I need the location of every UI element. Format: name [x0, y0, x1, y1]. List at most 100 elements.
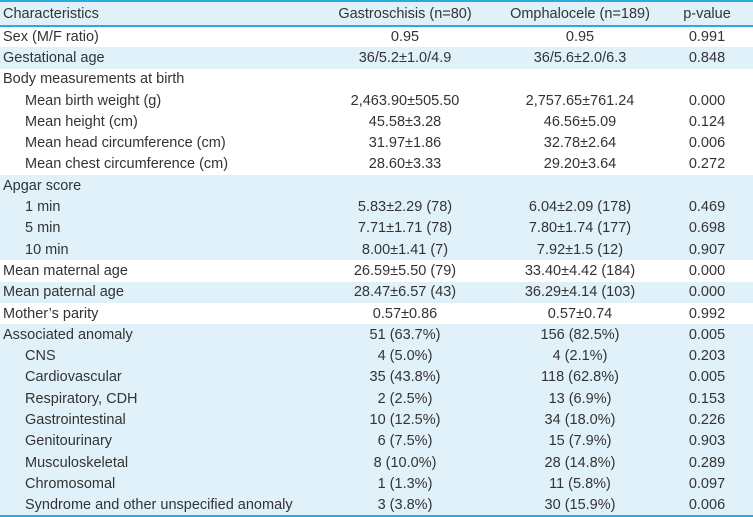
- omphalocele-value: 36.29±4.14 (103): [499, 281, 661, 303]
- gastroschisis-value: 28.47±6.57 (43): [311, 281, 499, 303]
- table-row: Sex (M/F ratio) 0.95 0.95 0.991: [0, 26, 753, 47]
- column-header-omphalocele: Omphalocele (n=189): [499, 1, 661, 27]
- omphalocele-value: 6.04±2.09 (178): [499, 196, 661, 218]
- row-label: Musculoskeletal: [0, 451, 311, 474]
- table-row: Chromosomal 1 (1.3%) 11 (5.8%) 0.097: [0, 473, 753, 495]
- table-row: Associated anomaly 51 (63.7%) 156 (82.5%…: [0, 324, 753, 346]
- gastroschisis-value: 51 (63.7%): [311, 324, 499, 346]
- column-header-p-value: p-value: [661, 1, 753, 27]
- table-row: Gestational age 36/5.2±1.0/4.9 36/5.6±2.…: [0, 47, 753, 69]
- table-row: Mean maternal age 26.59±5.50 (79) 33.40±…: [0, 260, 753, 281]
- table-row: CNS 4 (5.0%) 4 (2.1%) 0.203: [0, 345, 753, 367]
- omphalocele-value: [499, 175, 661, 197]
- row-label: Body measurements at birth: [3, 71, 185, 88]
- table-row: Musculoskeletal 8 (10.0%) 28 (14.8%) 0.2…: [0, 451, 753, 474]
- table-row: Apgar score: [0, 175, 753, 197]
- p-value: [661, 175, 753, 197]
- table-row: 10 min 8.00±1.41 (7) 7.92±1.5 (12) 0.907: [0, 238, 753, 261]
- p-value: 0.698: [661, 217, 753, 239]
- gastroschisis-value: 35 (43.8%): [311, 366, 499, 389]
- gastroschisis-value: 6 (7.5%): [311, 430, 499, 452]
- gastroschisis-value: 5.83±2.29 (78): [311, 196, 499, 218]
- column-header-characteristics: Characteristics: [0, 1, 311, 27]
- table-row: Genitourinary 6 (7.5%) 15 (7.9%) 0.903: [0, 430, 753, 452]
- row-label: Mean birth weight (g): [25, 92, 162, 109]
- p-value: 0.903: [661, 430, 753, 452]
- table-row: Mean birth weight (g) 2,463.90±505.50 2,…: [0, 90, 753, 111]
- gastroschisis-value: 2 (2.5%): [311, 388, 499, 410]
- gastroschisis-value: [311, 69, 499, 90]
- row-label: Mean chest circumference (cm): [25, 156, 229, 173]
- table-row: Mean paternal age 28.47±6.57 (43) 36.29±…: [0, 281, 753, 303]
- omphalocele-value: 0.57±0.74: [547, 305, 613, 322]
- p-value: 0.907: [661, 238, 753, 261]
- row-label: Mean head circumference (cm): [25, 135, 226, 152]
- p-value: 0.000: [661, 281, 753, 303]
- p-value: 0.991: [688, 29, 726, 46]
- row-label: 5 min: [0, 217, 311, 239]
- row-label: Mean paternal age: [0, 281, 311, 303]
- table-row: Syndrome and other unspecified anomaly 3…: [0, 494, 753, 516]
- table-row: Mean chest circumference (cm) 28.60±3.33…: [0, 154, 753, 175]
- omphalocele-value: 15 (7.9%): [499, 430, 661, 452]
- omphalocele-value: 11 (5.8%): [499, 473, 661, 495]
- table-row: Mean head circumference (cm) 31.97±1.86 …: [0, 132, 753, 153]
- table-row: 1 min 5.83±2.29 (78) 6.04±2.09 (178) 0.4…: [0, 196, 753, 218]
- omphalocele-value: 2,757.65±761.24: [525, 92, 635, 109]
- p-value: 0.272: [688, 156, 726, 173]
- table-row: Respiratory, CDH 2 (2.5%) 13 (6.9%) 0.15…: [0, 388, 753, 410]
- p-value: 0.005: [661, 324, 753, 346]
- row-label: Mean height (cm): [25, 113, 138, 130]
- row-label: Apgar score: [0, 175, 311, 197]
- header-row: Characteristics Gastroschisis (n=80) Omp…: [0, 1, 753, 27]
- row-label: 10 min: [0, 238, 311, 261]
- table-row: Mother’s parity 0.57±0.86 0.57±0.74 0.99…: [0, 303, 753, 324]
- column-header-gastroschisis: Gastroschisis (n=80): [311, 1, 499, 27]
- gastroschisis-value: 4 (5.0%): [311, 345, 499, 367]
- omphalocele-value: 33.40±4.42 (184): [524, 262, 636, 279]
- p-value: 0.203: [661, 345, 753, 367]
- row-label: Mean maternal age: [3, 262, 128, 279]
- row-label: Sex (M/F ratio): [3, 29, 99, 46]
- gastroschisis-value: [311, 175, 499, 197]
- gastroschisis-value: 45.58±3.28: [368, 113, 442, 130]
- gastroschisis-value: 8 (10.0%): [311, 451, 499, 474]
- gastroschisis-value: 2,463.90±505.50: [350, 92, 460, 109]
- gastroschisis-value: 7.71±1.71 (78): [311, 217, 499, 239]
- row-label: 1 min: [0, 196, 311, 218]
- row-label: Gestational age: [0, 47, 311, 69]
- omphalocele-value: 30 (15.9%): [499, 494, 661, 516]
- table-header: Characteristics Gastroschisis (n=80) Omp…: [0, 1, 753, 27]
- row-label: Cardiovascular: [0, 366, 311, 389]
- gastroschisis-value: 28.60±3.33: [368, 156, 442, 173]
- gastroschisis-value: 36/5.2±1.0/4.9: [311, 47, 499, 69]
- omphalocele-value: [499, 69, 661, 90]
- omphalocele-value: 4 (2.1%): [499, 345, 661, 367]
- omphalocele-value: 32.78±2.64: [543, 135, 617, 152]
- p-value: 0.289: [661, 451, 753, 474]
- p-value: 0.000: [688, 262, 726, 279]
- omphalocele-value: 28 (14.8%): [499, 451, 661, 474]
- table-row: 5 min 7.71±1.71 (78) 7.80±1.74 (177) 0.6…: [0, 217, 753, 239]
- p-value: 0.848: [661, 47, 753, 69]
- omphalocele-value: 34 (18.0%): [499, 409, 661, 431]
- gastroschisis-value: 26.59±5.50 (79): [353, 262, 457, 279]
- omphalocele-value: 13 (6.9%): [499, 388, 661, 410]
- p-value: 0.006: [688, 135, 726, 152]
- row-label: Chromosomal: [0, 473, 311, 495]
- p-value: 0.469: [661, 196, 753, 218]
- table-body: Sex (M/F ratio) 0.95 0.95 0.991 Gestatio…: [0, 26, 753, 516]
- p-value: 0.097: [661, 473, 753, 495]
- p-value: 0.226: [661, 409, 753, 431]
- gastroschisis-value: 8.00±1.41 (7): [311, 238, 499, 261]
- row-label: Gastrointestinal: [0, 409, 311, 431]
- row-label: Mother’s parity: [3, 305, 99, 322]
- p-value: 0.006: [661, 494, 753, 516]
- gastroschisis-value: 0.57±0.86: [372, 305, 438, 322]
- table-row: Cardiovascular 35 (43.8%) 118 (62.8%) 0.…: [0, 366, 753, 389]
- table-row: Body measurements at birth: [0, 69, 753, 90]
- gastroschisis-value: 3 (3.8%): [311, 494, 499, 516]
- gastroschisis-value: 31.97±1.86: [368, 135, 442, 152]
